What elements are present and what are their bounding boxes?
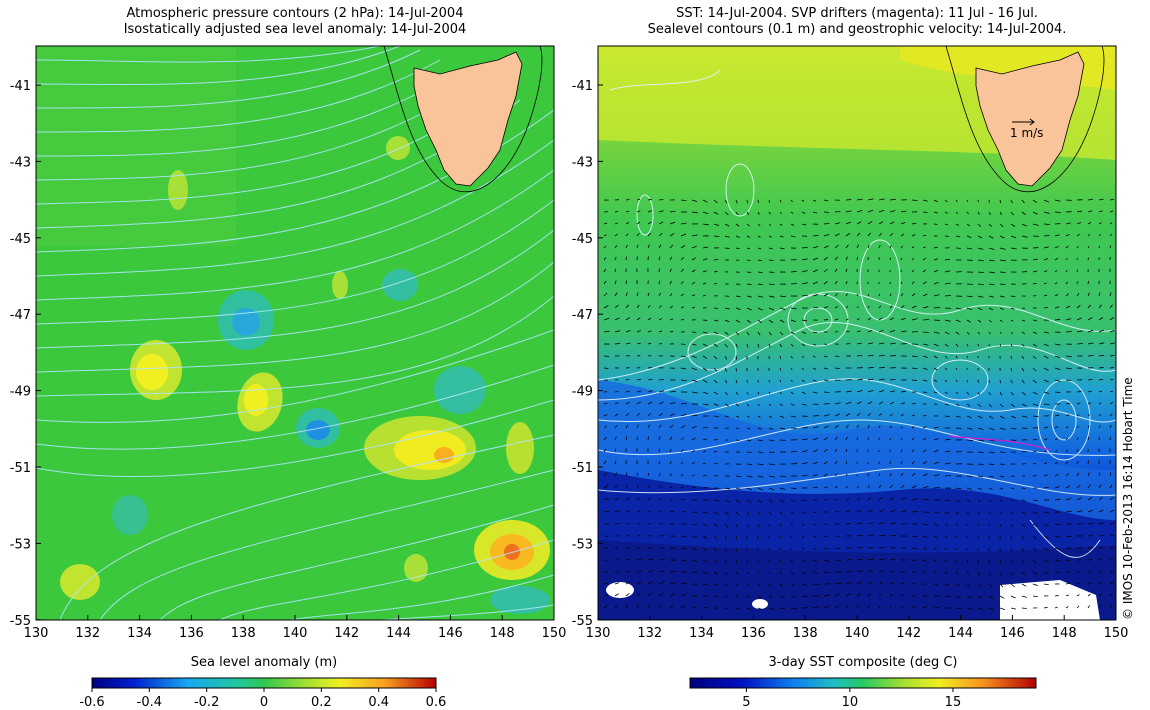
colorbar-tick-label: 10 <box>842 695 859 710</box>
y-tick-label: -47 <box>10 308 31 323</box>
colorbar-tick-label: 0.6 <box>426 695 447 710</box>
y-tick-label: -53 <box>572 537 593 552</box>
sst-colorbar <box>689 677 1037 689</box>
y-tick-label: -49 <box>10 385 31 400</box>
x-tick-label: 130 <box>24 626 49 641</box>
x-tick-label: 148 <box>1052 626 1077 641</box>
x-tick-label: 150 <box>1104 626 1129 641</box>
x-tick-label: 136 <box>179 626 204 641</box>
copyright-notice: © IMOS 10-Feb-2013 16:14 Hobart Time <box>1121 377 1135 620</box>
x-tick-label: 134 <box>127 626 152 641</box>
y-tick-label: -51 <box>10 461 31 476</box>
x-tick-label: 134 <box>689 626 714 641</box>
x-tick-label: 150 <box>542 626 567 641</box>
right-title-line2: Sealevel contours (0.1 m) and geostrophi… <box>647 22 1067 37</box>
left-title-line1: Atmospheric pressure contours (2 hPa): 1… <box>126 6 464 21</box>
sla-map-field <box>36 46 554 620</box>
y-tick-label: -43 <box>10 155 31 170</box>
velocity-scale-label: 1 m/s <box>1010 126 1043 140</box>
x-tick-label: 132 <box>637 626 662 641</box>
y-tick-label: -49 <box>572 385 593 400</box>
sla-colorbar-ticks: -0.6 -0.4 -0.2 0 0.2 0.4 0.6 <box>79 688 446 710</box>
y-tick-label: -41 <box>10 79 31 94</box>
y-tick-label: -51 <box>572 461 593 476</box>
colorbar-tick-label: -0.4 <box>137 695 162 710</box>
x-tick-label: 146 <box>1000 626 1025 641</box>
tasmania-land-left <box>413 51 523 187</box>
x-tick-label: 138 <box>231 626 256 641</box>
y-tick-label: -47 <box>572 308 593 323</box>
x-tick-label: 138 <box>793 626 818 641</box>
colorbar-tick-label: 5 <box>742 695 750 710</box>
y-tick-label: -45 <box>10 232 31 247</box>
x-tick-label: 140 <box>845 626 870 641</box>
colorbar-tick-label: -0.6 <box>79 695 104 710</box>
y-tick-label: -55 <box>10 614 31 629</box>
right-title-line1: SST: 14-Jul-2004. SVP drifters (magenta)… <box>676 6 1038 21</box>
right-map-title: SST: 14-Jul-2004. SVP drifters (magenta)… <box>598 6 1116 38</box>
x-tick-label: 132 <box>75 626 100 641</box>
x-tick-label: 148 <box>490 626 515 641</box>
left-map-axes: 130 132 134 136 138 140 142 144 146 148 150 -41 -43 -… <box>10 79 567 641</box>
y-tick-label: -45 <box>572 232 593 247</box>
right-map-axes: 130 132 134 136 138 140 142 144 146 148 150 -41 -43 -… <box>572 79 1129 641</box>
colorbar-tick-label: 0 <box>260 695 268 710</box>
colorbar-tick-label: 0.4 <box>368 695 389 710</box>
y-tick-label: -43 <box>572 155 593 170</box>
y-tick-label: -55 <box>572 614 593 629</box>
x-tick-label: 140 <box>283 626 308 641</box>
colorbar-tick-label: 0.2 <box>311 695 332 710</box>
x-tick-label: 146 <box>438 626 463 641</box>
left-map-title: Atmospheric pressure contours (2 hPa): 1… <box>36 6 554 38</box>
sla-colorbar-label: Sea level anomaly (m) <box>190 655 338 670</box>
x-tick-label: 136 <box>741 626 766 641</box>
left-title-line2: Isostatically adjusted sea level anomaly… <box>123 22 467 37</box>
x-tick-label: 144 <box>948 626 973 641</box>
x-tick-label: 142 <box>334 626 359 641</box>
x-tick-label: 144 <box>386 626 411 641</box>
x-tick-label: 142 <box>896 626 921 641</box>
y-tick-label: -53 <box>10 537 31 552</box>
sst-colorbar-ticks: 5 10 15 <box>742 688 961 710</box>
sst-colorbar-label: 3-day SST composite (deg C) <box>768 655 958 670</box>
y-tick-label: -41 <box>572 79 593 94</box>
colorbar-tick-label: 15 <box>945 695 962 710</box>
sst-map-field: 1 m/s <box>598 46 1116 620</box>
colorbar-tick-label: -0.2 <box>194 695 219 710</box>
sla-colorbar <box>91 677 437 689</box>
x-tick-label: 130 <box>586 626 611 641</box>
